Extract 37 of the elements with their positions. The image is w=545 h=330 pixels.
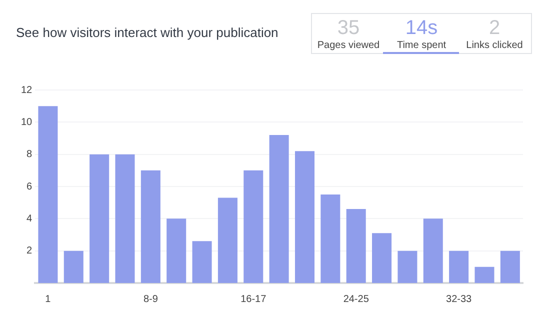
bar bbox=[320, 194, 340, 283]
bar bbox=[218, 198, 238, 283]
bar bbox=[64, 250, 84, 283]
bar bbox=[500, 250, 520, 283]
y-tick-label: 4 bbox=[26, 213, 33, 224]
bar bbox=[346, 209, 366, 283]
y-tick-label: 8 bbox=[26, 149, 33, 160]
x-tick-label: 16-17 bbox=[240, 294, 267, 305]
y-tick-label: 12 bbox=[21, 84, 33, 96]
bar bbox=[140, 170, 160, 283]
x-tick-label: 1 bbox=[45, 294, 52, 305]
chart-title: See how visitors interact with your publication bbox=[16, 25, 278, 40]
bar bbox=[398, 250, 418, 283]
x-tick-label: 8-9 bbox=[143, 294, 158, 305]
bar bbox=[474, 266, 494, 283]
text: Pages viewed bbox=[316, 40, 381, 51]
text: 2 bbox=[488, 17, 502, 39]
bar bbox=[166, 218, 186, 283]
y-tick-label: 10 bbox=[21, 116, 33, 128]
bar bbox=[115, 154, 135, 283]
text: Links clicked bbox=[465, 40, 524, 51]
bar bbox=[90, 154, 110, 283]
y-tick-label: 2 bbox=[26, 246, 33, 257]
text: 14s bbox=[404, 17, 439, 39]
y-tick-label: 6 bbox=[26, 181, 33, 192]
bar bbox=[449, 250, 469, 283]
bar bbox=[192, 241, 212, 283]
bar bbox=[423, 218, 443, 283]
bar bbox=[269, 135, 289, 283]
bar bbox=[294, 151, 314, 283]
bar bbox=[38, 106, 58, 283]
text: Time spent bbox=[396, 40, 448, 51]
bar bbox=[244, 170, 264, 283]
x-tick-label: 32-33 bbox=[446, 294, 472, 305]
text: 35 bbox=[336, 17, 361, 39]
bar bbox=[372, 233, 392, 283]
x-tick-label: 24-25 bbox=[343, 294, 370, 305]
